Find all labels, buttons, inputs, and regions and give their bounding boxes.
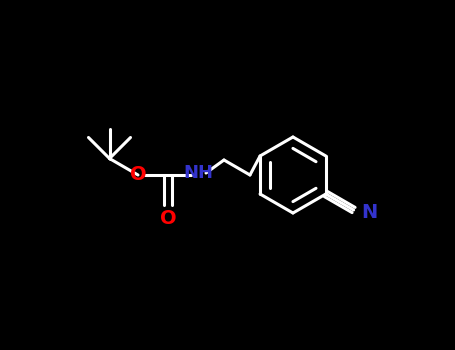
Text: NH: NH (183, 164, 213, 182)
Text: O: O (130, 166, 147, 184)
Text: N: N (362, 203, 378, 222)
Text: O: O (160, 209, 177, 228)
